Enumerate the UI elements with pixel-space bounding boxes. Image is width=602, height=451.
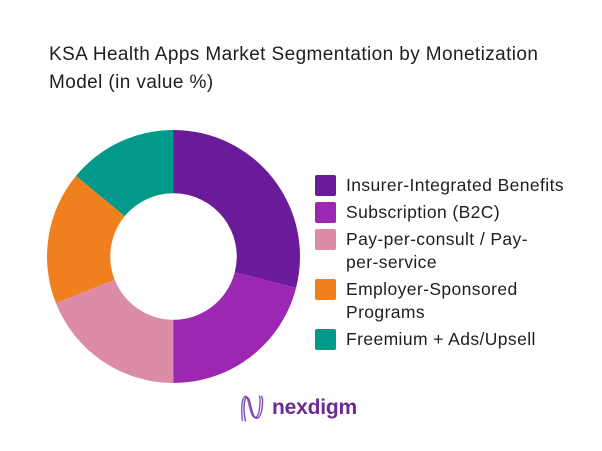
legend-label-5: Freemium + Ads/Upsell [346, 329, 536, 349]
legend-label-4: Employer-Sponsored Programs [346, 279, 518, 322]
legend-item-3: Pay-per-consult / Pay-per-service [315, 228, 564, 274]
legend-label-2: Subscription (B2C) [346, 202, 501, 222]
legend-label-3: Pay-per-consult / Pay-per-service [346, 229, 528, 272]
legend-swatch-1 [315, 175, 336, 196]
chart-title: KSA Health Apps Market Segmentation by M… [49, 44, 539, 93]
legend-item-2: Subscription (B2C) [315, 201, 564, 224]
legend: Insurer-Integrated Benefits Subscription … [315, 174, 564, 351]
legend-swatch-5 [315, 329, 336, 350]
legend-label-1: Insurer-Integrated Benefits [346, 175, 564, 195]
donut-segment-3 [55, 279, 174, 383]
brand-name: nexdigm [272, 396, 357, 419]
legend-swatch-2 [315, 202, 336, 223]
donut-segment-2 [173, 272, 297, 383]
donut-chart [47, 130, 300, 383]
donut-segment-4 [47, 175, 125, 304]
legend-swatch-3 [315, 229, 336, 250]
donut-segment-5 [76, 130, 174, 217]
legend-item-4: Employer-Sponsored Programs [315, 278, 564, 324]
legend-swatch-4 [315, 279, 336, 300]
donut-segment-1 [173, 130, 300, 288]
legend-item-5: Freemium + Ads/Upsell [315, 328, 564, 351]
brand-logo: nexdigm [238, 393, 357, 423]
donut-chart-svg [47, 130, 300, 383]
legend-item-1: Insurer-Integrated Benefits [315, 174, 564, 197]
nexdigm-logo-icon [238, 393, 265, 423]
